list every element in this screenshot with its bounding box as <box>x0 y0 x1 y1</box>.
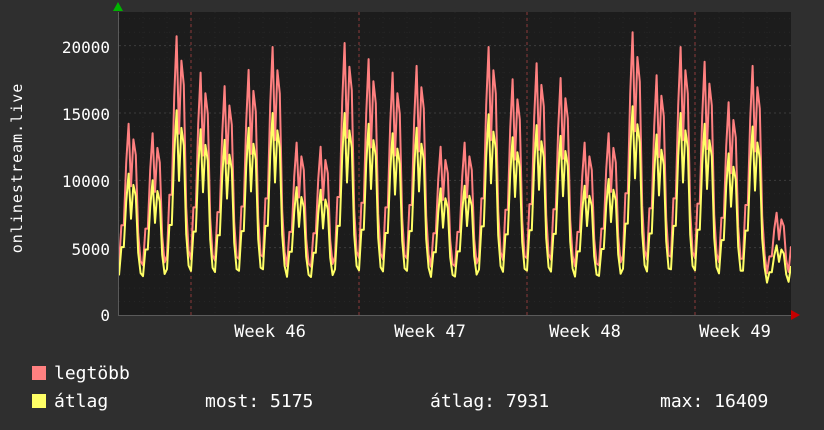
y-tick-label: 15000 <box>61 105 110 124</box>
y-tick-label: 0 <box>100 306 110 325</box>
y-tick-label: 20000 <box>61 38 110 57</box>
legend-label-atlag: átlag <box>54 391 109 412</box>
x-tick-label: Week 49 <box>699 322 771 342</box>
graph-title-vertical: onlinestream.live <box>8 82 26 254</box>
stat-atlag: átlag: 7931 <box>430 391 550 412</box>
y-tick-label: 10000 <box>61 172 110 191</box>
y-tick-label: 5000 <box>71 240 110 259</box>
stat-max: max: 16409 <box>660 391 769 412</box>
chart-plot <box>119 12 791 315</box>
x-tick-label: Week 46 <box>234 322 306 342</box>
y-axis-arrow-icon <box>113 2 123 11</box>
legend-swatch-legtobb <box>32 366 46 380</box>
x-tick-label: Week 48 <box>549 322 621 342</box>
stat-most: most: 5175 <box>205 391 314 412</box>
x-axis-arrow-icon <box>791 310 800 320</box>
legend-swatch-atlag <box>32 394 46 408</box>
legend-label-legtobb: legtöbb <box>54 363 130 384</box>
plot-area <box>118 12 791 316</box>
x-tick-label: Week 47 <box>394 322 466 342</box>
